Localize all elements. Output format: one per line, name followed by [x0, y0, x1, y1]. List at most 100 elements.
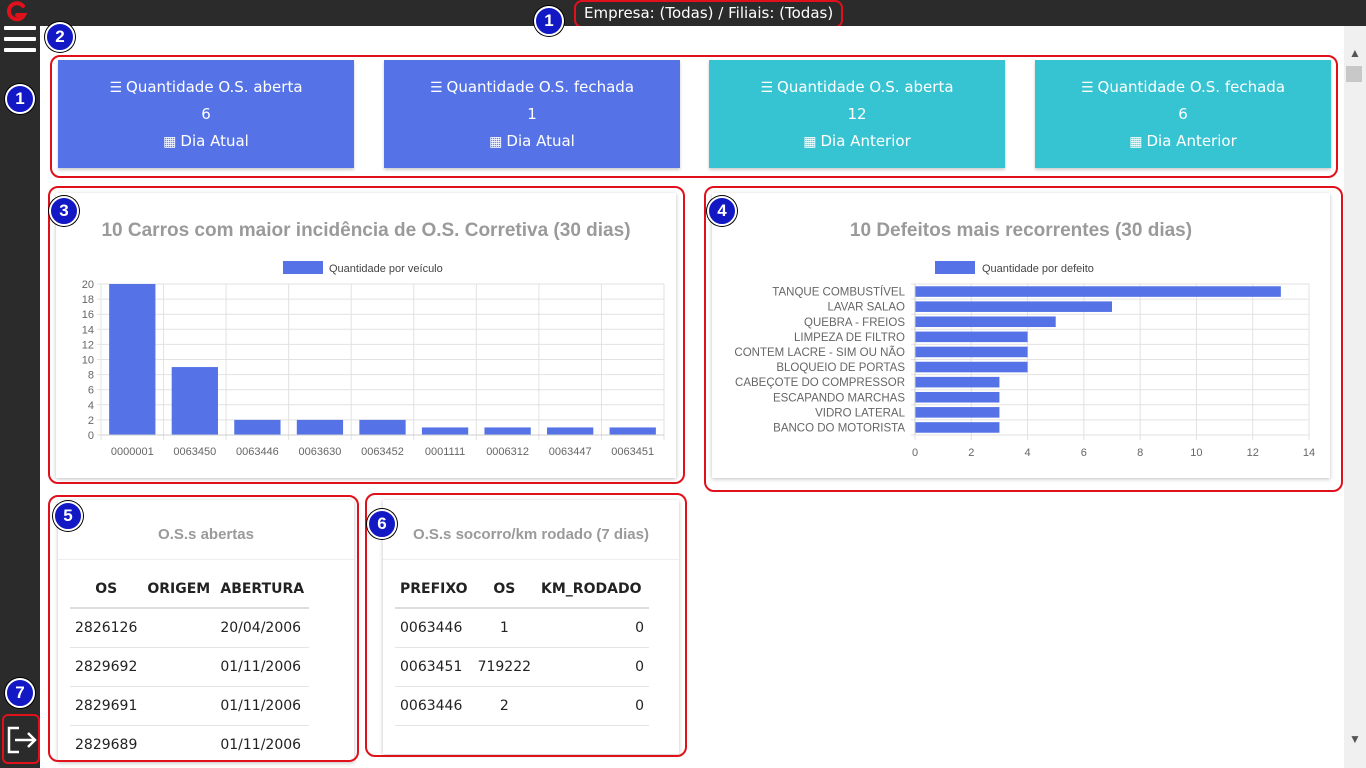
y-tick-label: 10 [82, 355, 94, 367]
rescue-os-table: PREFIXO OS KM_RODADO 0063446 1 0 0063451 71… [395, 570, 650, 726]
y-tick-label: LAVAR SALAO [827, 302, 905, 314]
table-row[interactable]: 2829689 01/11/2006 [70, 725, 310, 762]
column-header[interactable]: OS [70, 570, 143, 609]
table-row[interactable]: 2829692 01/11/2006 [70, 647, 310, 687]
y-tick-label: QUEBRA - FREIOS [804, 317, 905, 329]
table-cell: 0 [536, 647, 650, 687]
y-tick-label: 14 [82, 324, 94, 336]
bar [296, 419, 344, 435]
table-cell: 01/11/2006 [215, 686, 310, 726]
vehicles-bar-chart: Quantidade por veículo 0 2 4 6 8 10 12 14 16 18 20 0… [82, 261, 665, 458]
table-row[interactable]: 0063451 719222 0 [395, 647, 650, 687]
legend-swatch [935, 261, 975, 274]
bar [915, 301, 1112, 312]
kpi-card-open-today: ☰ Quantidade O.S. aberta 6 ▦ Dia Atual [58, 60, 354, 168]
bar [359, 419, 406, 435]
table-header-row: PREFIXO OS KM_RODADO [395, 570, 650, 609]
calendar-icon: ▦ [1129, 134, 1143, 150]
menu-icon[interactable] [4, 26, 36, 52]
table-title: O.S.s abertas [58, 500, 354, 560]
kpi-value: 6 [201, 105, 211, 123]
column-header[interactable]: PREFIXO [395, 570, 473, 609]
kpi-period: Dia Atual [506, 132, 575, 150]
bar [109, 284, 156, 435]
kpi-card-open-yesterday: ☰ Quantidade O.S. aberta 12 ▦ Dia Anterior [709, 60, 1005, 168]
bar [915, 376, 1000, 388]
table-cell: 2 [472, 686, 537, 726]
checklist-icon: ☰ [109, 80, 123, 96]
column-header[interactable]: OS [472, 570, 537, 609]
checklist-icon: ☰ [1080, 80, 1094, 96]
bar [915, 391, 1000, 403]
bar [234, 419, 281, 435]
app-logo-icon [6, 1, 28, 22]
calendar-icon: ▦ [489, 134, 503, 150]
chart-title: 10 Defeitos mais recorrentes (30 dias) [849, 220, 1193, 241]
table-cell: 0063446 [395, 608, 473, 648]
kpi-section [50, 55, 1338, 178]
kpi-card-closed-today: ☰ Quantidade O.S. fechada 1 ▦ Dia Atual [384, 60, 680, 168]
y-tick-label: 12 [82, 339, 94, 351]
scroll-down-icon[interactable]: ▼ [1349, 732, 1361, 746]
chart-title: 10 Carros com maior incidência de O.S. C… [101, 220, 631, 241]
y-tick-label: CABEÇOTE DO COMPRESSOR [735, 377, 905, 389]
column-header[interactable]: ABERTURA [215, 570, 310, 609]
y-tick-label: ESCAPANDO MARCHAS [773, 392, 905, 404]
kpi-period: Dia Anterior [1146, 132, 1237, 150]
logout-button[interactable] [2, 714, 40, 764]
table-row[interactable]: 2826126 20/04/2006 [70, 608, 310, 648]
x-tick-label: 0006312 [486, 446, 529, 458]
kpi-value: 6 [1178, 105, 1188, 123]
sidebar [0, 26, 40, 768]
column-header[interactable]: KM_RODADO [536, 570, 650, 609]
checklist-icon: ☰ [429, 80, 443, 96]
x-tick-label: 0063451 [611, 446, 654, 458]
table-row[interactable]: 0063446 2 0 [395, 686, 650, 726]
bar [421, 427, 469, 435]
scroll-up-icon[interactable]: ▲ [1349, 46, 1361, 60]
x-tick-label: 0063450 [173, 446, 216, 458]
x-tick-label: 14 [1303, 447, 1315, 459]
table-cell: 20/04/2006 [215, 608, 310, 648]
open-os-frame [48, 495, 359, 762]
defects-chart-frame [704, 186, 1343, 492]
y-tick-label: TANQUE COMBUSTÍVEL [772, 286, 905, 299]
table-row[interactable]: 2829691 01/11/2006 [70, 686, 310, 726]
logout-icon [7, 726, 37, 754]
vertical-scrollbar[interactable]: ▲ ▼ [1344, 26, 1366, 768]
calendar-icon: ▦ [163, 134, 177, 150]
kpi-title: Quantidade O.S. aberta [777, 78, 954, 96]
company-filter[interactable]: Empresa: (Todas) / Filiais: (Todas) [574, 0, 844, 28]
x-tick-label: 0063447 [549, 446, 592, 458]
table-cell: 719222 [472, 647, 537, 687]
column-header[interactable]: ORIGEM [142, 570, 216, 609]
bar [915, 361, 1028, 373]
y-tick-label: 20 [82, 279, 94, 291]
bar [171, 367, 218, 435]
x-tick-label: 12 [1247, 447, 1259, 459]
bar [915, 331, 1028, 343]
table-cell [142, 608, 216, 648]
x-tick-label: 6 [1081, 447, 1087, 459]
x-tick-label: 10 [1190, 447, 1202, 459]
table-cell: 0 [536, 608, 650, 648]
table-cell: 0 [536, 686, 650, 726]
y-tick-label: LIMPEZA DE FILTRO [794, 332, 905, 344]
scroll-thumb[interactable] [1346, 66, 1362, 82]
open-os-panel: O.S.s abertas OS ORIGEM ABERTURA 2826126… [58, 500, 354, 762]
bar [915, 422, 1000, 433]
marker-badge: 4 [707, 196, 737, 226]
marker-badge: 1 [534, 6, 564, 36]
defects-chart-panel: 10 Defeitos mais recorrentes (30 dias) Q… [712, 193, 1330, 478]
marker-badge: 1 [5, 84, 35, 114]
marker-badge: 6 [367, 509, 397, 539]
x-tick-label: 0063630 [299, 446, 342, 458]
y-tick-label: VIDRO LATERAL [815, 407, 905, 419]
kpi-period: Dia Atual [180, 132, 249, 150]
legend-label: Quantidade por veículo [329, 263, 443, 275]
y-tick-label: CONTEM LACRE - SIM OU NÃO [734, 346, 905, 359]
kpi-card-closed-yesterday: ☰ Quantidade O.S. fechada 6 ▦ Dia Anterior [1035, 60, 1331, 168]
table-row[interactable]: 0063446 1 0 [395, 608, 650, 648]
x-tick-label: 0063452 [361, 446, 404, 458]
y-tick-label: 0 [88, 430, 94, 442]
